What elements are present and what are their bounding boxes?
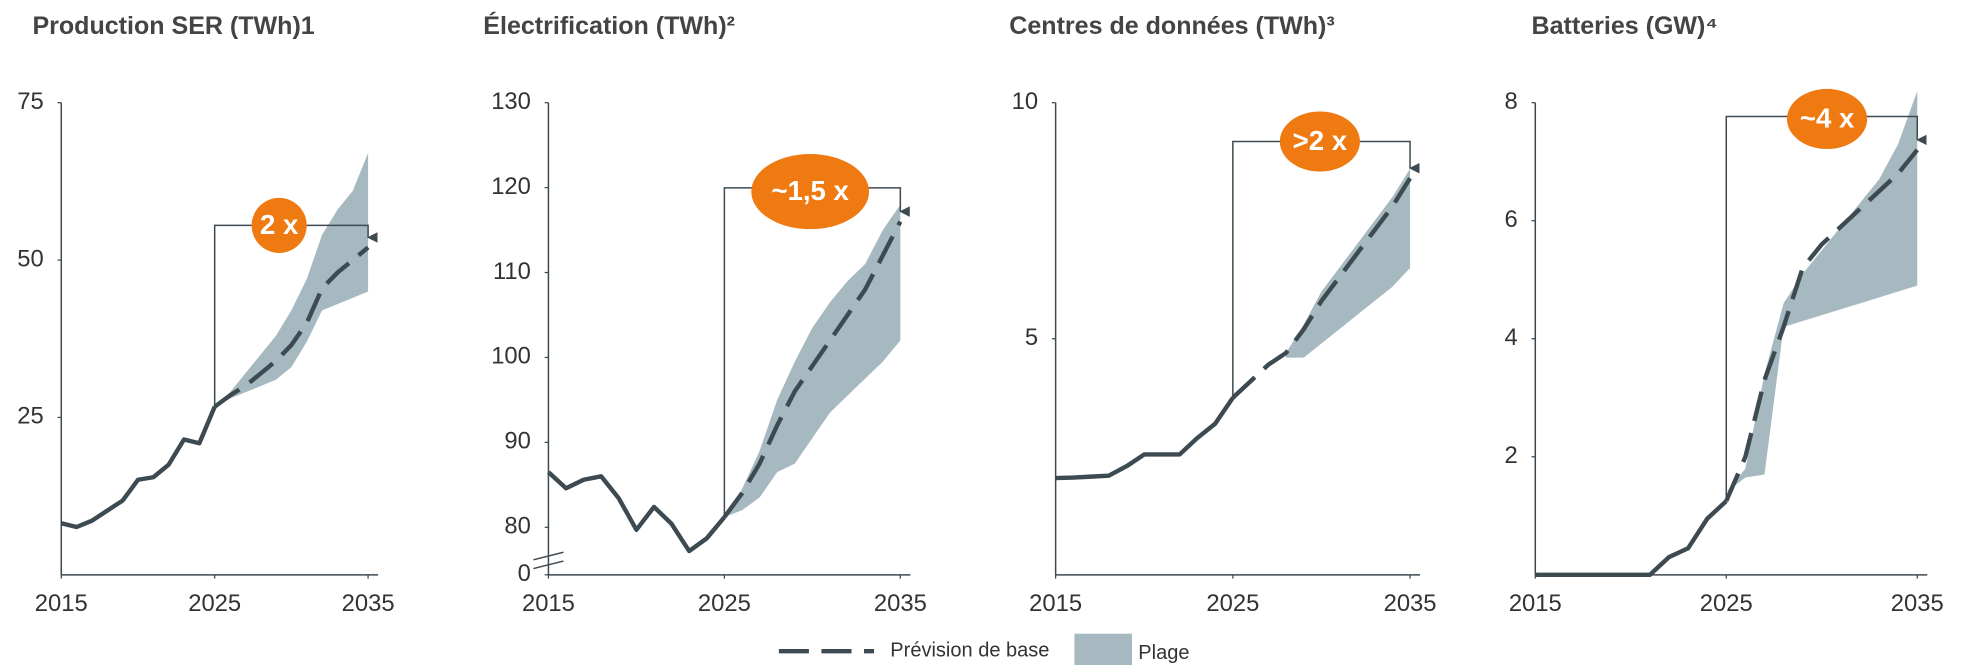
forecast-line: [1231, 177, 1412, 400]
y-tick-label: 80: [504, 513, 530, 540]
range-area: [724, 204, 901, 518]
x-tick-label: 2025: [698, 590, 751, 617]
x-tick-label: 2015: [35, 590, 88, 617]
y-tick-label: 2: [1505, 442, 1518, 469]
x-tick-label: 2025: [1700, 590, 1753, 617]
y-tick-label: 10: [1012, 88, 1038, 115]
growth-label: >2 x: [1293, 125, 1348, 156]
x-tick-label: 2025: [188, 590, 241, 617]
chart-title: Centres de données (TWh)³: [1009, 12, 1334, 40]
growth-label: 2 x: [260, 209, 299, 240]
forecast-line: [213, 245, 370, 409]
x-tick-label: 2025: [1206, 590, 1259, 617]
range-area: [214, 153, 369, 407]
x-tick-label: 2035: [874, 590, 927, 617]
y-tick-label: 4: [1505, 324, 1518, 351]
y-tick-label: 6: [1505, 206, 1518, 233]
y-tick-label: 90: [504, 428, 530, 455]
y-tick-label: 25: [17, 403, 43, 430]
growth-badge: [1787, 88, 1868, 150]
range-area: [1726, 90, 1918, 493]
chart-title: Production SER (TWh)1: [32, 12, 314, 40]
y-tick-label: 50: [17, 245, 43, 272]
y-tick-label: 75: [17, 88, 43, 115]
x-tick-label: 2035: [1384, 590, 1437, 617]
y-tick-label: 0: [518, 560, 531, 587]
forecast-line: [1724, 148, 1919, 502]
y-tick-label: 130: [491, 88, 531, 115]
y-tick-label: 8: [1505, 88, 1518, 115]
growth-label: ~1,5 x: [771, 175, 849, 206]
x-tick-label: 2035: [1891, 590, 1944, 617]
x-tick-label: 2035: [342, 590, 395, 617]
legend-label: Prévision de base: [890, 640, 1049, 662]
growth-badge: [251, 197, 307, 253]
y-tick-label: 110: [493, 258, 531, 285]
history-line: [546, 470, 727, 554]
axis-break: [533, 560, 564, 570]
y-tick-label: 100: [491, 343, 531, 370]
y-tick-label: 120: [491, 173, 531, 200]
y-tick-label: 5: [1025, 324, 1038, 351]
history-line: [60, 405, 217, 530]
growth-badge: [751, 154, 870, 230]
x-tick-label: 2015: [1509, 590, 1562, 617]
chart-title: Batteries (GW)⁴: [1532, 12, 1718, 40]
x-tick-label: 2015: [1029, 590, 1082, 617]
x-tick-label: 2015: [522, 590, 575, 617]
growth-label: ~4 x: [1800, 103, 1855, 134]
legend-label: Plage: [1138, 642, 1189, 664]
growth-badge: [1279, 111, 1360, 172]
history-line: [1055, 396, 1235, 481]
chart-title: Électrification (TWh)²: [483, 11, 735, 40]
axis-break: [533, 551, 564, 561]
history-line: [1535, 499, 1728, 578]
forecast-line: [722, 220, 903, 519]
legend-swatch-range: [1074, 633, 1133, 665]
